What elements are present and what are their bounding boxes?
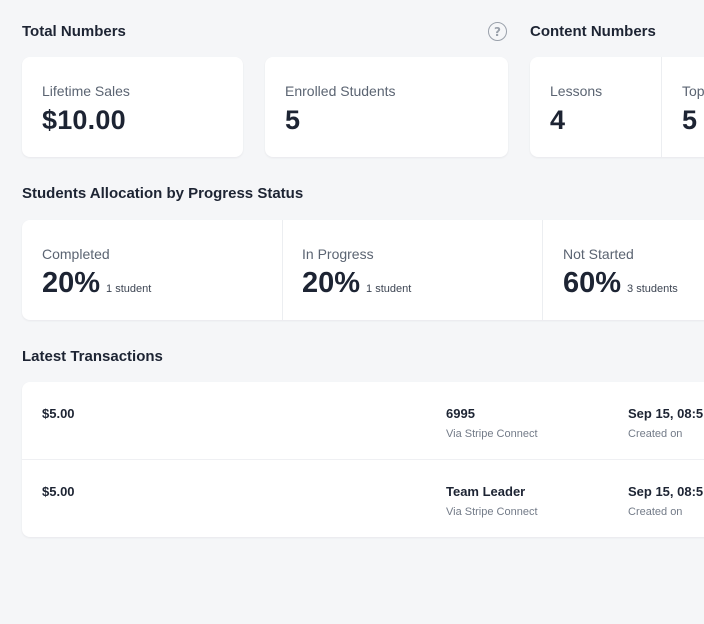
in-progress-count: 1 student [366,283,412,295]
transaction-amount: $5.00 [42,484,75,499]
transaction-name: 6995 [446,406,475,421]
not-started-label: Not Started [563,246,634,262]
latest-transactions-title: Latest Transactions [22,348,163,365]
transaction-name: Team Leader [446,484,526,499]
transaction-created-label: Created on [628,428,683,440]
topics-label: Top [682,83,704,99]
transaction-via: Via Stripe Connect [446,506,538,518]
transaction-row[interactable]: $5.00 6995 Via Stripe Connect Sep 15, 08… [22,382,704,459]
transaction-amount: $5.00 [42,406,75,421]
progress-divider-2 [542,220,543,320]
enrolled-students-card: Enrolled Students 5 [265,57,508,157]
content-divider [661,57,662,157]
progress-divider-1 [282,220,283,320]
transaction-via: Via Stripe Connect [446,428,538,440]
transactions-card: $5.00 6995 Via Stripe Connect Sep 15, 08… [22,382,704,537]
progress-in-progress: In Progress 20% 1 student [282,220,542,320]
not-started-percent: 60% [563,267,622,299]
progress-status-title: Students Allocation by Progress Status [22,185,304,202]
lessons-value: 4 [550,105,566,135]
completed-count: 1 student [106,283,152,295]
enrolled-students-label: Enrolled Students [285,83,396,99]
topics-value: 5 [682,105,698,135]
progress-completed: Completed 20% 1 student [22,220,282,320]
lifetime-sales-label: Lifetime Sales [42,83,130,99]
in-progress-label: In Progress [302,246,374,262]
progress-status-card: Completed 20% 1 student In Progress 20% … [22,220,704,320]
completed-percent: 20% [42,267,101,299]
transaction-created-label: Created on [628,506,683,518]
not-started-count: 3 students [627,283,678,295]
lessons-label: Lessons [550,83,603,99]
transaction-date: Sep 15, 08:5 [628,406,704,421]
completed-label: Completed [42,246,110,262]
transaction-row[interactable]: $5.00 Team Leader Via Stripe Connect Sep… [22,459,704,536]
transaction-date: Sep 15, 08:5 [628,484,704,499]
in-progress-percent: 20% [302,267,361,299]
enrolled-students-value: 5 [285,105,301,135]
total-numbers-title: Total Numbers [22,23,126,40]
content-numbers-card: Lessons 4 Top 5 [530,57,704,157]
lifetime-sales-value: $10.00 [42,105,126,135]
content-numbers-title: Content Numbers [530,23,656,40]
lifetime-sales-card: Lifetime Sales $10.00 [22,57,243,157]
progress-not-started: Not Started 60% 3 students [542,220,704,320]
help-icon[interactable]: ? [488,22,507,41]
